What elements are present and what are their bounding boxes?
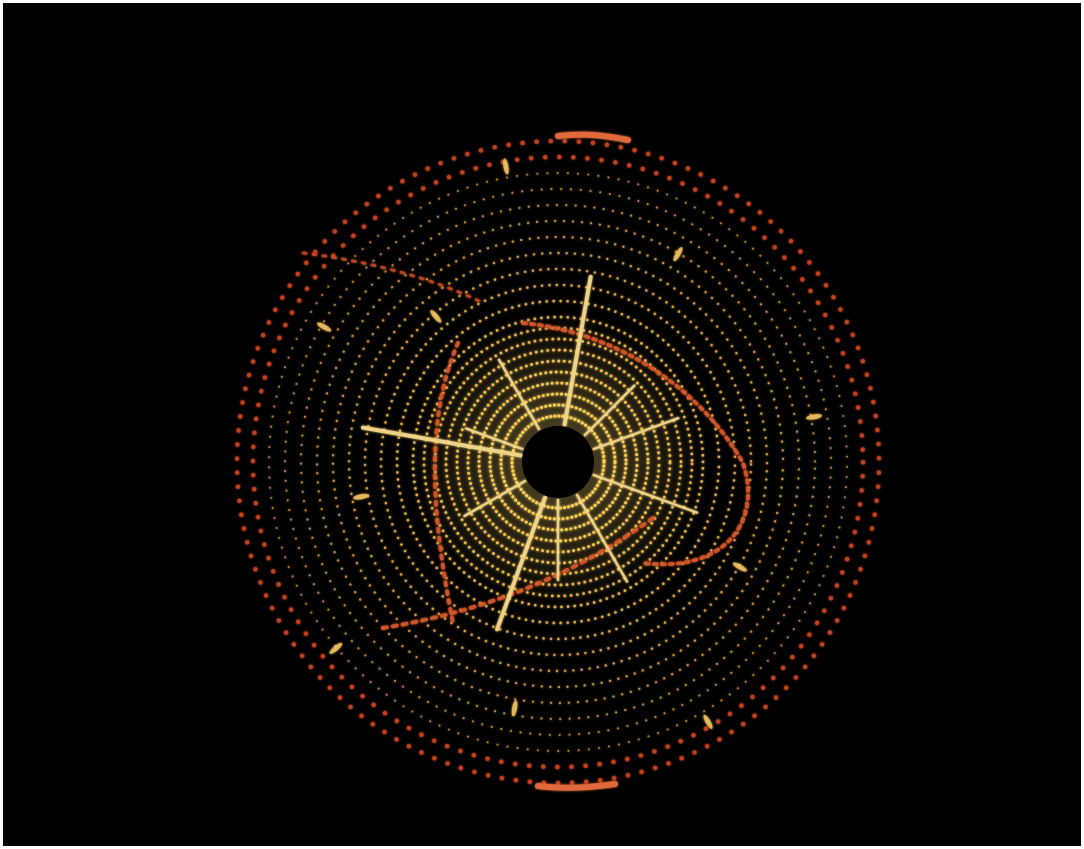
arc-hit [555,131,631,143]
hit-streak [353,493,369,500]
hit-streak [317,322,332,332]
hit-streak [703,714,713,729]
hit-streak [732,562,747,572]
dot-ring [433,337,683,587]
spoke [463,479,527,518]
dot-ring [283,187,833,737]
track-group [301,131,750,791]
spoke [497,358,541,431]
dot-ring [234,138,882,786]
hit-streak [511,700,518,717]
hit-streak [503,158,509,175]
dot-ring [331,235,785,689]
dot-ring [411,315,705,609]
track [301,251,485,305]
spoke [583,384,636,437]
inner-hole [522,426,594,498]
dot-ring [510,414,606,510]
dot-ring [347,251,769,673]
dot-ring [299,203,817,721]
spoke [361,425,523,458]
hit-streak [430,310,442,323]
hit-streak [806,414,822,420]
detector-image [3,3,1081,846]
hit-streak [329,642,343,654]
spoke [562,274,593,427]
dot-ring [250,154,866,770]
dot-ring [363,267,753,657]
track [521,321,750,567]
hit-streak [673,247,683,262]
arc-hit [535,781,618,791]
dot-ring [477,381,639,543]
track [432,341,460,625]
spoke [575,493,629,583]
spoke [592,416,680,451]
spoke [464,427,524,451]
spoke [592,473,699,514]
track [381,516,655,630]
spoke-group [317,158,822,729]
dot-ring [379,283,737,641]
dot-ring [268,172,848,752]
spoke [495,495,548,632]
